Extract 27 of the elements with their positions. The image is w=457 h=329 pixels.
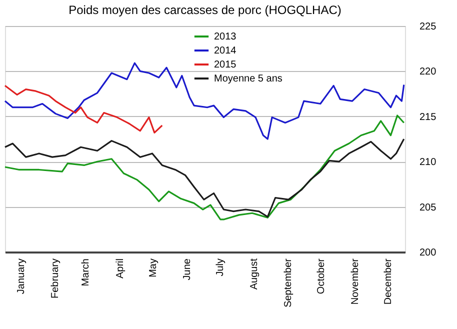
x-tick-label: March — [80, 258, 92, 286]
chart-title: Poids moyen des carcasses de porc (HOGQLHAC) — [68, 3, 342, 17]
line-series — [4, 138, 405, 218]
x-tick-label: August — [248, 258, 260, 290]
legend-label: 2015 — [214, 60, 237, 70]
y-tick-label: 225 — [420, 22, 437, 32]
legend-label: Moyenne 5 ans — [214, 74, 282, 84]
x-tick-label: June — [182, 258, 193, 280]
x-tick-label: January — [16, 258, 27, 294]
y-tick-label: 200 — [420, 248, 437, 258]
x-tick-label: September — [282, 258, 294, 308]
y-tick-label: 205 — [420, 202, 437, 214]
x-tick-label: November — [350, 258, 361, 305]
x-tick-label: May — [148, 258, 159, 278]
line-series — [4, 84, 163, 134]
y-tick-label: 215 — [420, 112, 437, 123]
line-series — [4, 114, 405, 220]
x-tick-label: April — [114, 258, 126, 279]
x-tick-label: October — [316, 258, 327, 294]
legend-label: 2013 — [214, 32, 237, 42]
x-tick-label: July — [214, 258, 226, 276]
x-tick-label: December — [382, 258, 394, 305]
legend-label: 2014 — [214, 46, 237, 56]
x-tick-label: February — [50, 258, 61, 299]
y-tick-label: 210 — [420, 157, 437, 168]
y-tick-label: 220 — [420, 66, 437, 78]
line-series — [4, 62, 405, 140]
